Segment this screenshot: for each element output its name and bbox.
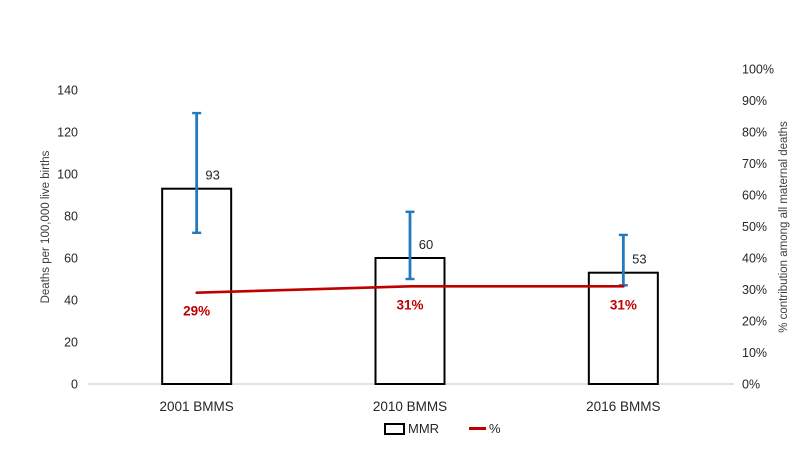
left-axis-tick-label: 0: [71, 378, 78, 392]
category-label: 2010 BMMS: [373, 399, 447, 414]
legend-label-pct: %: [489, 421, 501, 436]
bar-value-label: 53: [632, 252, 646, 267]
left-axis-tick-label: 120: [57, 126, 78, 140]
right-axis-tick-label: 90%: [742, 94, 767, 108]
left-axis-tick-label: 140: [57, 84, 78, 98]
right-axis-tick-label: 70%: [742, 157, 767, 171]
left-axis-tick-label: 80: [64, 210, 78, 224]
legend-item-mmr: MMR: [384, 421, 439, 436]
right-axis-tick-label: 30%: [742, 283, 767, 297]
pct-value-label: 31%: [396, 297, 423, 312]
right-axis-tick-label: 60%: [742, 189, 767, 203]
pct-value-label: 31%: [610, 297, 637, 312]
right-axis-title: % contribution among all maternal deaths: [778, 121, 790, 333]
mmr-bar: [587, 271, 659, 386]
pct-value-label: 29%: [183, 304, 210, 319]
right-axis-tick-label: 50%: [742, 220, 767, 234]
left-axis-tick-label: 60: [64, 252, 78, 266]
legend-item-pct: %: [469, 421, 501, 436]
pct-line-swatch-icon: [469, 427, 487, 430]
right-axis-tick-label: 0%: [742, 378, 760, 392]
left-axis-tick-label: 100: [57, 168, 78, 182]
mmr-bar-swatch-icon: [384, 422, 405, 435]
chart-legend: MMR %: [384, 421, 501, 436]
left-axis-tick-label: 20: [64, 336, 78, 350]
pct-line: [195, 285, 625, 294]
right-axis-tick-label: 40%: [742, 252, 767, 266]
bar-value-label: 93: [205, 168, 219, 183]
bar-value-label: 60: [419, 237, 433, 252]
left-axis-tick-label: 40: [64, 294, 78, 308]
legend-label-mmr: MMR: [408, 421, 440, 436]
right-axis-tick-label: 80%: [742, 126, 767, 140]
category-label: 2016 BMMS: [586, 399, 660, 414]
right-axis-tick-label: 10%: [742, 346, 767, 360]
category-label: 2001 BMMS: [160, 399, 234, 414]
left-axis-title: Deaths per 100,000 live births: [40, 150, 52, 304]
right-axis-tick-label: 100%: [742, 63, 774, 77]
right-axis-tick-label: 20%: [742, 315, 767, 329]
